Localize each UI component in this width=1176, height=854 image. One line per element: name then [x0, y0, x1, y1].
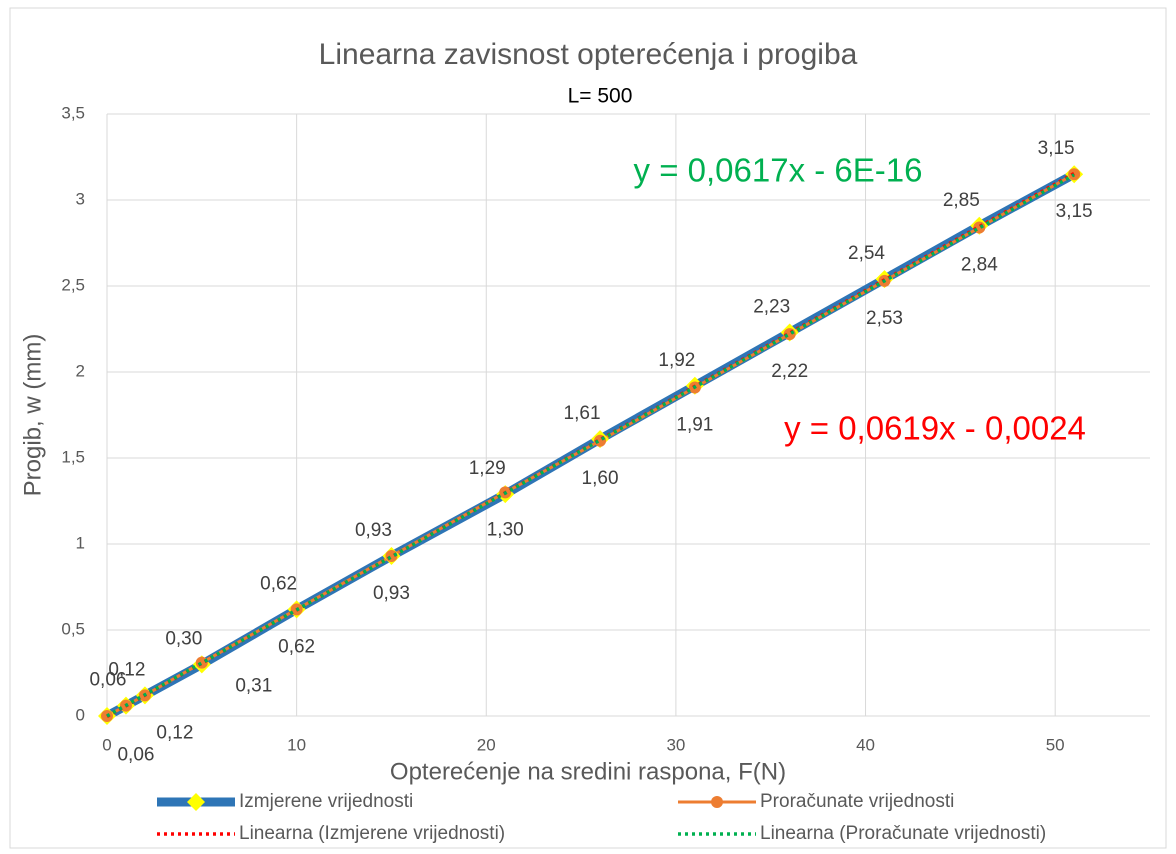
legend-label: Izmjerene vrijednosti	[239, 791, 413, 812]
y-tick-label: 1,5	[61, 447, 85, 466]
trendline-equation: y = 0,0617x - 6E-16	[634, 152, 923, 189]
trendline-equation: y = 0,0619x - 0,0024	[784, 410, 1086, 447]
y-tick-label: 2	[76, 361, 85, 380]
data-label: 0,12	[108, 659, 145, 680]
data-label: 1,91	[676, 414, 713, 435]
data-label: 0,62	[260, 573, 297, 594]
data-label: 2,54	[848, 243, 885, 264]
data-label: 1,61	[564, 403, 601, 424]
y-tick-label: 2,5	[61, 275, 85, 294]
data-label: 2,53	[866, 308, 903, 329]
x-tick-label: 0	[102, 735, 111, 754]
legend-marker	[711, 796, 723, 808]
y-tick-label: 0	[76, 705, 85, 724]
data-label: 1,30	[487, 519, 524, 540]
data-label: 2,22	[771, 361, 808, 382]
data-label: 2,84	[961, 255, 998, 276]
y-tick-label: 1	[76, 533, 85, 552]
legend-item: Proračunate vrijednosti	[678, 791, 954, 812]
data-label: 0,12	[156, 722, 193, 743]
legend-item: Linearna (Izmjerene vrijednosti)	[157, 823, 505, 844]
legend-marker	[187, 793, 205, 811]
x-tick-label: 40	[856, 735, 875, 754]
data-label: 2,85	[943, 190, 980, 211]
legend-label: Linearna (Proračunate vrijednosti)	[760, 823, 1046, 844]
data-label: 3,15	[1056, 201, 1093, 222]
legend-item: Izmjerene vrijednosti	[157, 791, 413, 812]
legend-label: Linearna (Izmjerene vrijednosti)	[239, 823, 505, 844]
data-label: 0,31	[235, 676, 272, 697]
x-tick-label: 50	[1046, 735, 1065, 754]
trendline	[106, 173, 1076, 718]
data-label: 0,93	[373, 583, 410, 604]
data-label: 1,29	[469, 458, 506, 479]
data-label: 0,30	[165, 628, 202, 649]
legend-item: Linearna (Proračunate vrijednosti)	[678, 823, 1046, 844]
x-tick-label: 20	[477, 735, 496, 754]
x-tick-label: 10	[287, 735, 306, 754]
data-label: 0,93	[355, 520, 392, 541]
chart-subtitle: L= 500	[568, 85, 633, 108]
data-label: 0,06	[89, 670, 126, 691]
chart-border	[9, 7, 1167, 849]
data-label: 2,23	[753, 296, 790, 317]
data-label: 0,62	[278, 636, 315, 657]
data-label: 3,15	[1038, 138, 1075, 159]
y-tick-label: 0,5	[61, 619, 85, 638]
y-axis-title: Progib, w (mm)	[19, 334, 46, 497]
x-axis-title: Opterećenje na sredini raspona, F(N)	[390, 758, 786, 785]
y-tick-label: 3,5	[61, 103, 85, 122]
x-tick-label: 30	[666, 735, 685, 754]
legend-label: Proračunate vrijednosti	[760, 791, 954, 812]
data-label: 1,60	[582, 468, 619, 489]
y-tick-label: 3	[76, 189, 85, 208]
data-label: 0,06	[117, 745, 154, 766]
data-label: 1,92	[658, 350, 695, 371]
chart-title: Linearna zavisnost opterećenja i progiba	[319, 38, 858, 71]
